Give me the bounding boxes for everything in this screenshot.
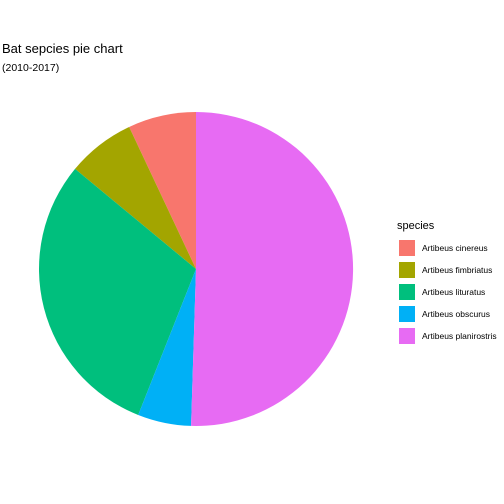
legend-items: Artibeus cinereus Artibeus fimbriatus Arti…: [397, 237, 497, 347]
legend-label: Artibeus lituratus: [422, 287, 486, 297]
chart-title: Bat sepcies pie chart: [2, 41, 123, 56]
pie-slice-artibeus-obscurus: [138, 269, 196, 426]
pie-slice-artibeus-fimbriatus: [75, 126, 196, 269]
legend-label: Artibeus planirostris: [422, 331, 497, 341]
legend: species Artibeus cinereus Artibeus fimbri…: [397, 220, 497, 347]
legend-label: Artibeus cinereus: [422, 243, 488, 253]
legend-swatch: [399, 262, 415, 278]
legend-label: Artibeus obscurus: [422, 309, 491, 319]
legend-title: species: [397, 220, 435, 232]
pie-slice-artibeus-lituratus: [38, 168, 196, 415]
legend-swatch: [399, 240, 415, 256]
legend-item: Artibeus lituratus: [397, 281, 497, 303]
legend-item: Artibeus fimbriatus: [397, 259, 497, 281]
pie-slice-artibeus-cinereus: [129, 112, 196, 269]
legend-swatch: [399, 284, 415, 300]
legend-item: Artibeus planirostris: [397, 325, 497, 347]
legend-item: Artibeus obscurus: [397, 303, 497, 325]
legend-swatch: [399, 306, 415, 322]
legend-label: Artibeus fimbriatus: [422, 265, 493, 275]
legend-item: Artibeus cinereus: [397, 237, 497, 259]
chart-subtitle: (2010-2017): [2, 62, 60, 74]
legend-swatch: [399, 328, 415, 344]
pie-slice-artibeus-planirostris: [191, 111, 354, 426]
